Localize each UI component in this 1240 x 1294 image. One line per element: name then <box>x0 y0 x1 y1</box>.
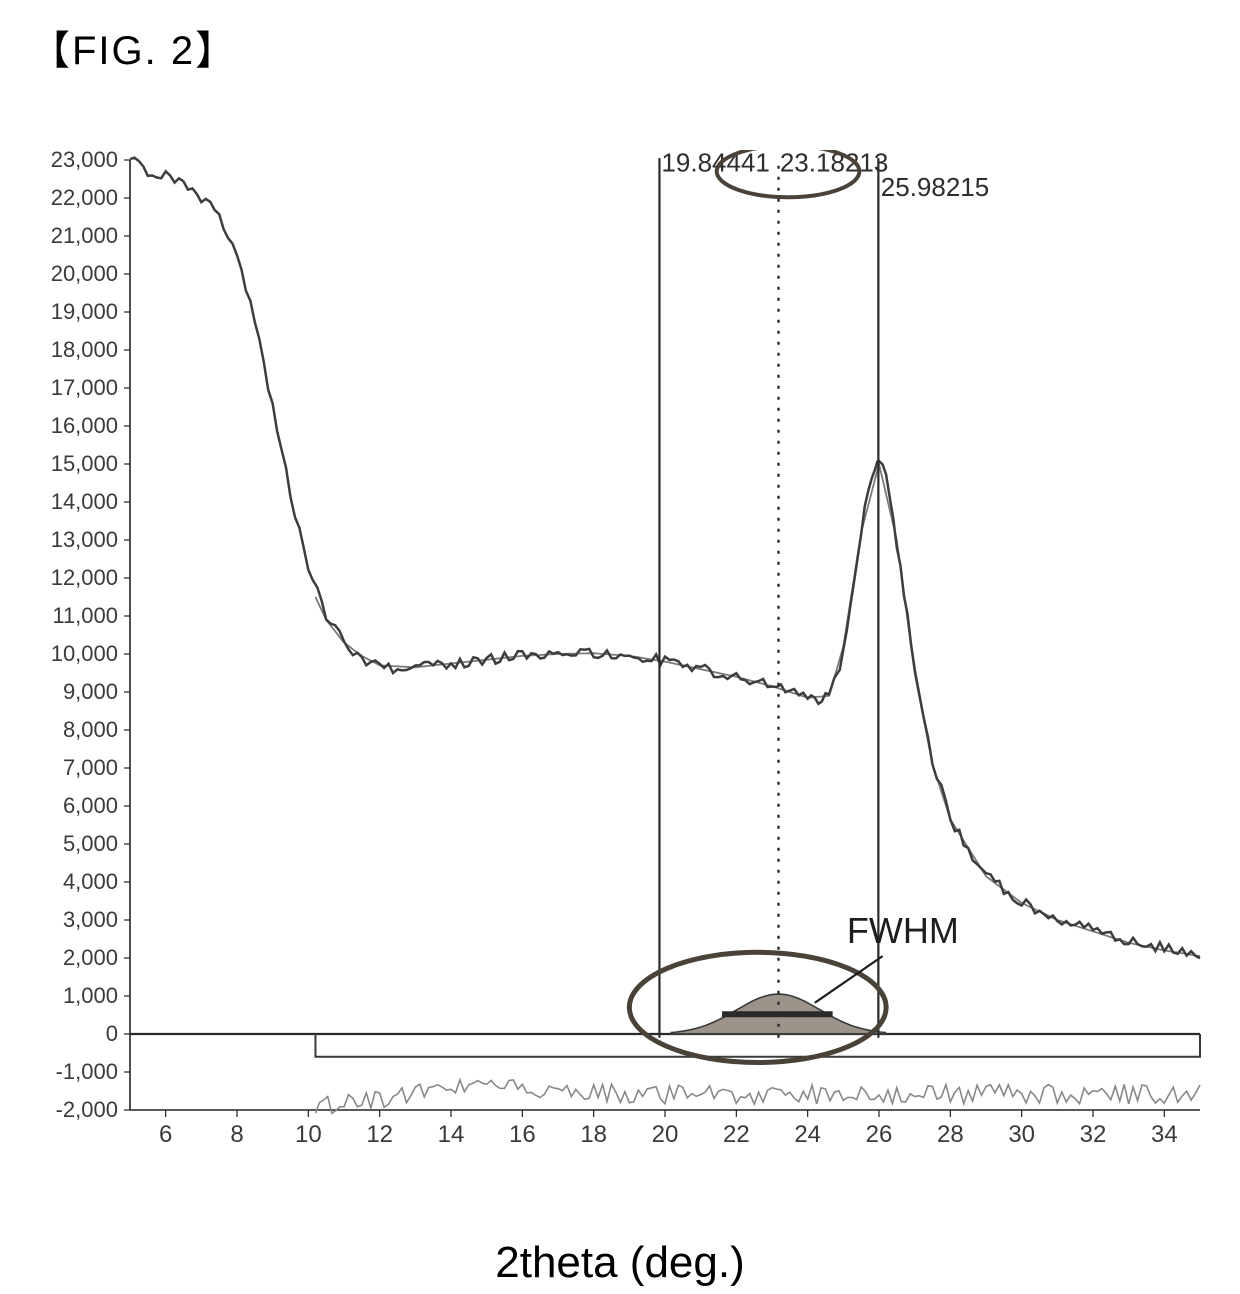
svg-text:6,000: 6,000 <box>63 793 118 818</box>
figure-label: 【FIG. 2】 <box>30 18 237 76</box>
svg-text:34: 34 <box>1151 1121 1178 1148</box>
svg-text:20,000: 20,000 <box>51 261 118 286</box>
svg-text:12,000: 12,000 <box>51 565 118 590</box>
svg-text:14: 14 <box>438 1121 465 1148</box>
svg-text:12: 12 <box>366 1121 393 1148</box>
svg-text:15,000: 15,000 <box>51 451 118 476</box>
svg-text:1,000: 1,000 <box>63 983 118 1008</box>
svg-text:14,000: 14,000 <box>51 489 118 514</box>
svg-text:8: 8 <box>230 1121 243 1148</box>
svg-text:FWHM: FWHM <box>847 910 959 951</box>
svg-text:16,000: 16,000 <box>51 413 118 438</box>
svg-text:-1,000: -1,000 <box>56 1059 118 1084</box>
xrd-chart: -2,000 -1,000 0 1,000 2,000 3,000 4,000 5,000 6,… <box>20 150 1220 1210</box>
svg-text:8,000: 8,000 <box>63 717 118 742</box>
svg-text:0: 0 <box>106 1021 118 1046</box>
svg-text:16: 16 <box>509 1121 536 1148</box>
svg-text:20: 20 <box>652 1121 679 1148</box>
svg-text:21,000: 21,000 <box>51 223 118 248</box>
svg-text:6: 6 <box>159 1121 172 1148</box>
svg-text:18,000: 18,000 <box>51 337 118 362</box>
svg-text:-2,000: -2,000 <box>56 1097 118 1122</box>
svg-text:25.98215: 25.98215 <box>881 172 989 202</box>
svg-text:30: 30 <box>1008 1121 1035 1148</box>
chart-svg: -2,000 -1,000 0 1,000 2,000 3,000 4,000 5,000 6,… <box>20 150 1220 1210</box>
svg-text:11,000: 11,000 <box>52 603 118 628</box>
svg-text:22: 22 <box>723 1121 750 1148</box>
svg-text:3,000: 3,000 <box>63 907 118 932</box>
x-axis-label: 2theta (deg.) <box>495 1238 745 1287</box>
svg-text:13,000: 13,000 <box>51 527 118 552</box>
svg-text:23.18213: 23.18213 <box>780 150 888 177</box>
svg-text:18: 18 <box>580 1121 607 1148</box>
svg-text:10: 10 <box>295 1121 322 1148</box>
svg-text:24: 24 <box>794 1121 821 1148</box>
svg-text:4,000: 4,000 <box>63 869 118 894</box>
svg-text:7,000: 7,000 <box>63 755 118 780</box>
svg-text:5,000: 5,000 <box>63 831 118 856</box>
svg-text:28: 28 <box>937 1121 964 1148</box>
svg-text:2,000: 2,000 <box>63 945 118 970</box>
svg-text:22,000: 22,000 <box>51 185 118 210</box>
svg-text:17,000: 17,000 <box>51 375 118 400</box>
svg-text:26: 26 <box>866 1121 893 1148</box>
svg-text:10,000: 10,000 <box>51 641 118 666</box>
svg-text:23,000: 23,000 <box>51 150 118 172</box>
svg-text:9,000: 9,000 <box>63 679 118 704</box>
svg-text:32: 32 <box>1080 1121 1107 1148</box>
svg-text:19,000: 19,000 <box>51 299 118 324</box>
